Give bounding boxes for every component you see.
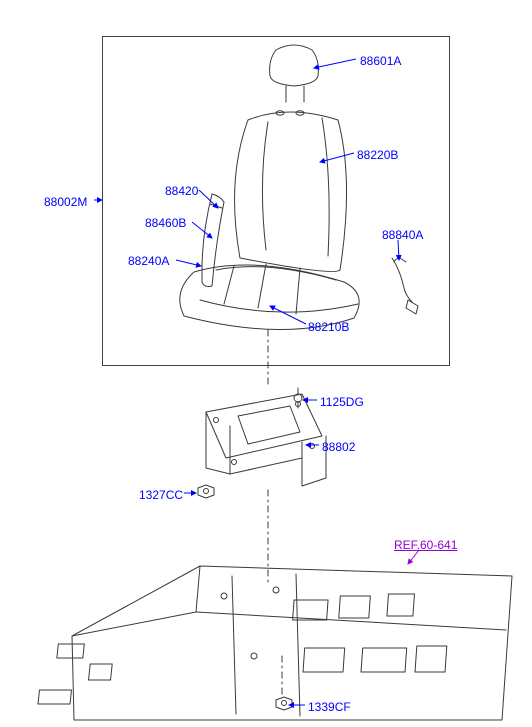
label-1327CC[interactable]: 1327CC [139,488,183,502]
label-88240A[interactable]: 88240A [128,254,169,268]
label-88220B[interactable]: 88220B [357,148,398,162]
label-88420[interactable]: 88420 [165,184,198,198]
label-88840A[interactable]: 88840A [382,228,423,242]
label-1125DG[interactable]: 1125DG [320,395,364,409]
label-1339CF[interactable]: 1339CF [308,700,351,714]
label-88802[interactable]: 88802 [322,440,355,454]
label-88601A[interactable]: 88601A [360,54,401,68]
label-88002M[interactable]: 88002M [44,195,87,209]
label-ref-60-641[interactable]: REF.60-641 [394,538,457,552]
seat-assembly-frame [102,36,450,366]
label-88460B[interactable]: 88460B [145,216,186,230]
label-88210B[interactable]: 88210B [308,320,349,334]
